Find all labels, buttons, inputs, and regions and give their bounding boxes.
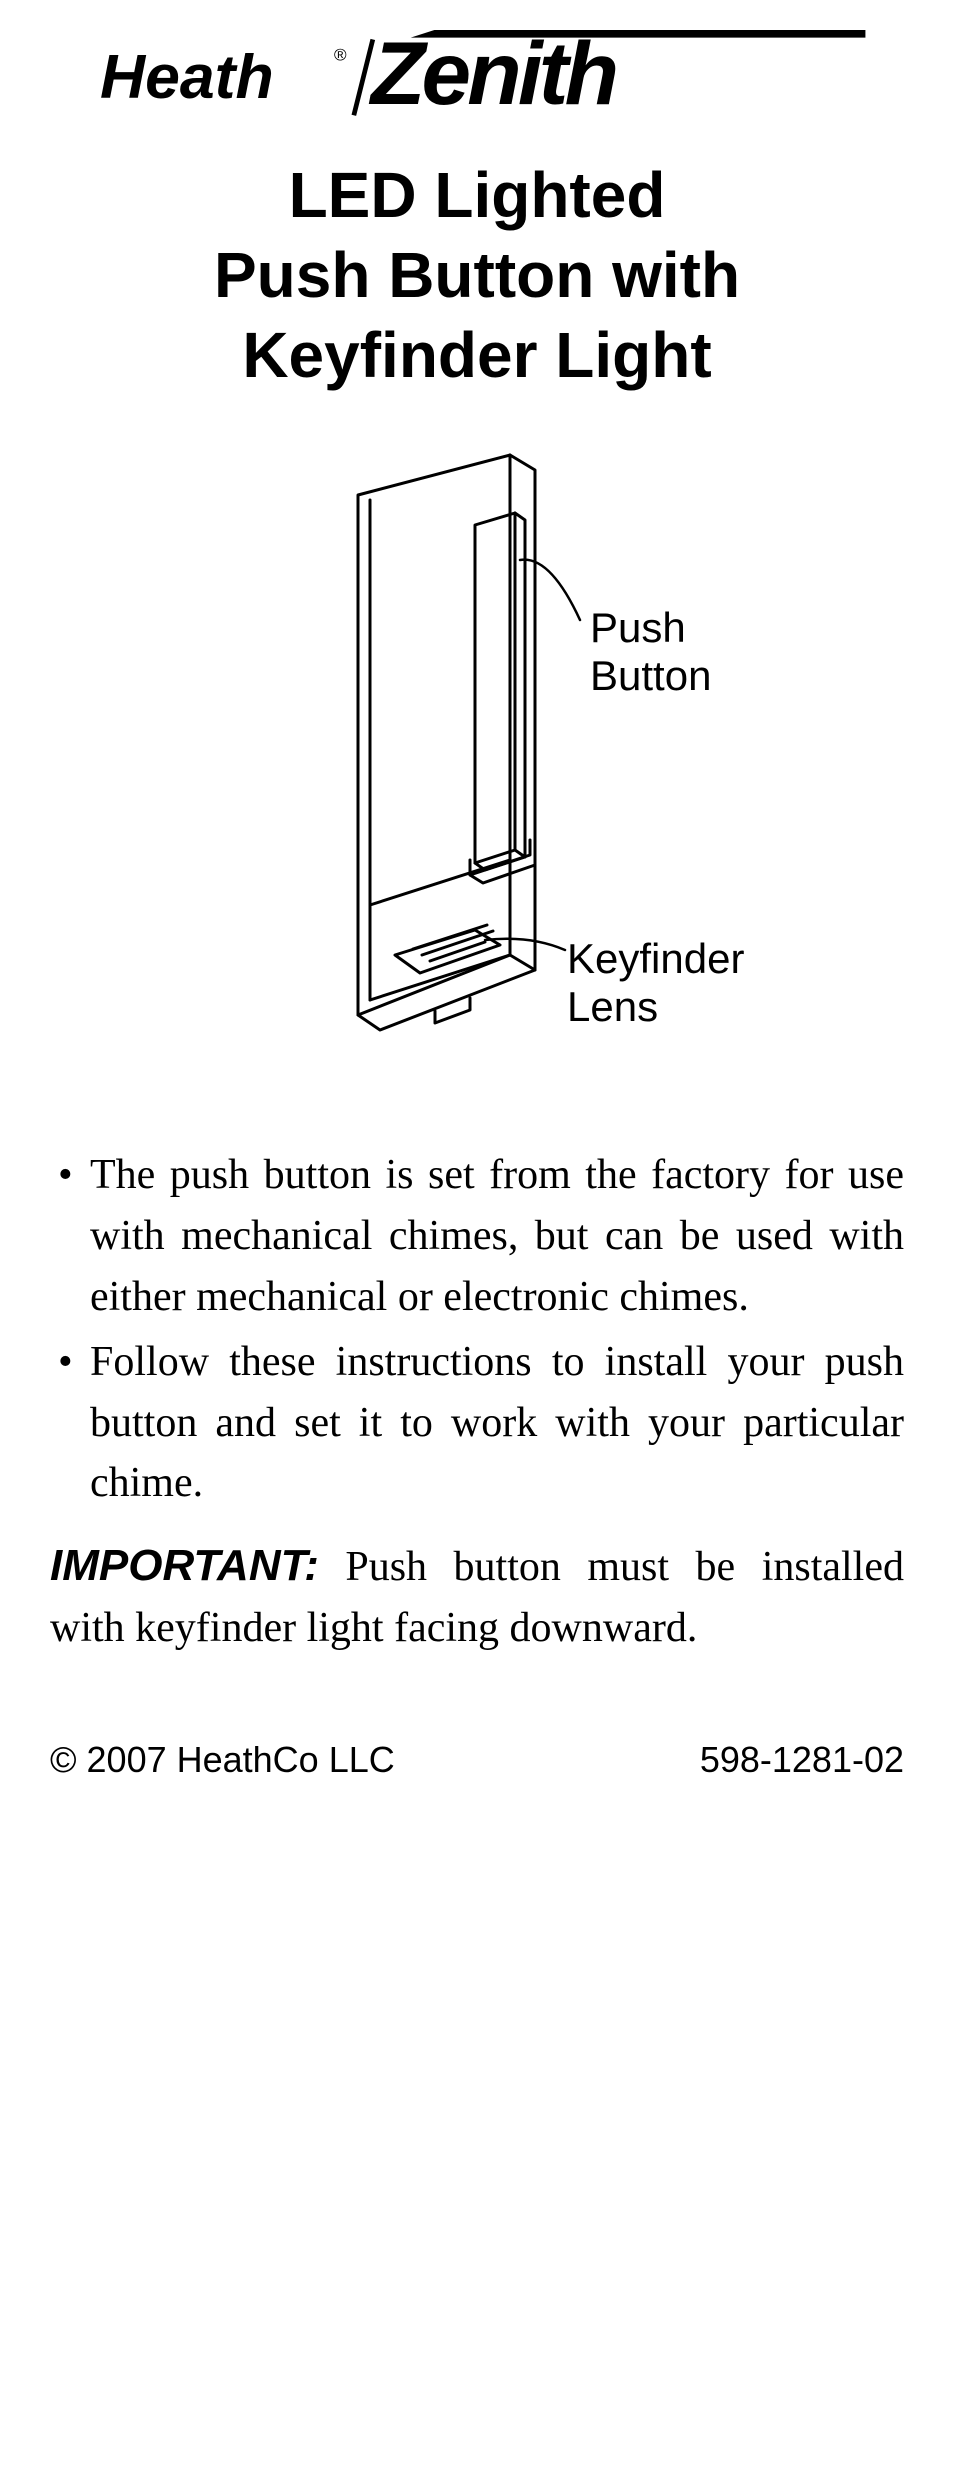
logo-container: Heath ® Zenith [50, 30, 904, 125]
callout-2-line-2: Lens [567, 983, 658, 1030]
title-line-3: Keyfinder Light [242, 319, 711, 391]
copyright-text: © 2007 HeathCo LLC [50, 1739, 395, 1781]
svg-text:Zenith: Zenith [368, 30, 616, 120]
important-label: IMPORTANT: [50, 1541, 319, 1590]
bullet-item-2: Follow these instructions to install you… [50, 1332, 904, 1515]
title-line-2: Push Button with [214, 239, 740, 311]
callout-keyfinder-lens: Keyfinder Lens [567, 935, 744, 1031]
document-number: 598-1281-02 [700, 1739, 904, 1781]
page-footer: © 2007 HeathCo LLC 598-1281-02 [50, 1739, 904, 1781]
product-diagram: Push Button Keyfinder Lens [50, 445, 904, 1085]
callout-2-line-1: Keyfinder [567, 935, 744, 982]
device-illustration [340, 445, 600, 1065]
callout-1-line-1: Push [590, 604, 686, 651]
title-line-1: LED Lighted [289, 159, 666, 231]
bullet-item-1: The push button is set from the factory … [50, 1145, 904, 1328]
product-title: LED Lighted Push Button with Keyfinder L… [50, 155, 904, 395]
important-note: IMPORTANT: Push button must be installed… [50, 1534, 904, 1659]
svg-text:Heath: Heath [100, 42, 274, 112]
callout-1-line-2: Button [590, 652, 711, 699]
svg-text:®: ® [334, 45, 347, 64]
callout-push-button: Push Button [590, 604, 711, 700]
instruction-list: The push button is set from the factory … [50, 1145, 904, 1514]
brand-logo: Heath ® Zenith [67, 30, 887, 120]
